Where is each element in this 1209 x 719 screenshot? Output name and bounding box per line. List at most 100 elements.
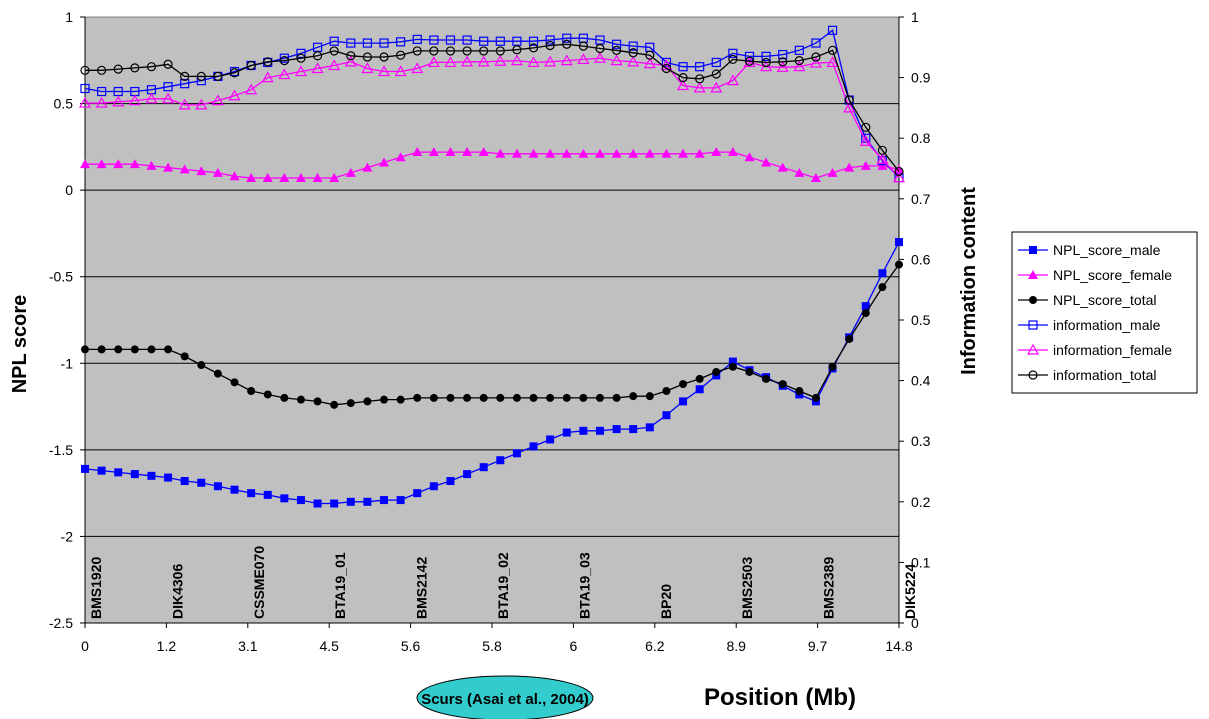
data-point xyxy=(97,345,106,354)
data-point xyxy=(80,65,90,75)
data-point xyxy=(463,470,472,479)
x-tick-label: 9.7 xyxy=(808,638,828,654)
data-point xyxy=(728,54,738,65)
data-point xyxy=(794,167,805,177)
legend-entry: information_male xyxy=(1018,317,1161,333)
x-tick-label: 3.1 xyxy=(238,638,258,654)
data-point xyxy=(828,362,837,371)
data-point xyxy=(777,162,788,172)
plot-area xyxy=(85,17,899,623)
data-point xyxy=(577,53,590,65)
data-point xyxy=(478,147,489,157)
data-point xyxy=(677,79,690,91)
data-point xyxy=(678,148,689,158)
data-point xyxy=(346,497,355,506)
data-point xyxy=(495,148,506,158)
data-point xyxy=(844,162,855,172)
data-point xyxy=(395,152,406,162)
data-point xyxy=(261,71,274,83)
data-point xyxy=(861,302,870,311)
data-point xyxy=(479,46,489,56)
data-point xyxy=(762,374,771,383)
data-point xyxy=(229,171,240,181)
data-point xyxy=(80,159,90,169)
data-point xyxy=(312,51,323,61)
data-point xyxy=(445,147,456,157)
legend-label: information_total xyxy=(1053,367,1157,383)
data-point xyxy=(213,71,223,81)
data-point xyxy=(413,489,422,498)
data-point xyxy=(612,393,621,402)
data-point xyxy=(445,35,456,45)
series-information_male xyxy=(80,25,904,183)
data-point xyxy=(462,147,473,157)
data-point xyxy=(379,157,390,167)
data-point xyxy=(710,81,723,93)
data-point xyxy=(462,46,472,56)
data-point xyxy=(895,260,903,269)
data-point xyxy=(827,167,838,177)
data-point xyxy=(610,54,623,66)
data-point xyxy=(860,160,871,170)
marker-label: BMS2142 xyxy=(414,557,430,619)
gridlines xyxy=(85,103,899,537)
data-point xyxy=(892,171,906,183)
data-point xyxy=(180,79,190,89)
data-point xyxy=(645,50,655,60)
data-point xyxy=(811,38,821,48)
data-point xyxy=(894,166,904,177)
data-point xyxy=(328,59,341,71)
y2-tick-label: 1 xyxy=(911,9,919,25)
data-point xyxy=(296,48,306,58)
data-point xyxy=(363,497,372,506)
data-point xyxy=(662,386,671,395)
data-point xyxy=(162,92,175,104)
data-point xyxy=(678,62,688,72)
x-tick-label: 14.8 xyxy=(885,638,912,654)
data-point xyxy=(312,173,323,183)
data-point xyxy=(561,148,572,158)
data-point xyxy=(594,148,605,158)
data-point xyxy=(562,33,572,43)
data-point xyxy=(694,148,705,158)
data-point xyxy=(793,60,806,72)
y-tick-label: 0 xyxy=(65,182,73,198)
legend-entry: NPL_score_male xyxy=(1018,242,1161,258)
data-point xyxy=(330,400,339,409)
marker-label: BMS2503 xyxy=(739,557,755,619)
data-point xyxy=(446,477,455,486)
data-point xyxy=(612,425,621,434)
data-point xyxy=(479,36,489,46)
data-point xyxy=(445,46,456,56)
x-tick-label: 6 xyxy=(570,638,578,654)
y2-tick-label: 0.6 xyxy=(911,251,931,267)
data-point xyxy=(230,378,239,387)
annotation-ellipse xyxy=(416,675,594,719)
data-point xyxy=(510,54,523,66)
data-point xyxy=(97,65,107,75)
data-point xyxy=(180,71,190,81)
marker-label: BP20 xyxy=(658,584,674,619)
data-point xyxy=(130,63,140,73)
data-point xyxy=(496,456,505,465)
legend-label: NPL_score_total xyxy=(1053,292,1157,308)
data-point xyxy=(827,25,838,35)
x-axis-ticks: 0 1.2 3.1 4.5 5.6 5.8 6 6.2 8.9 9.7 14.8 xyxy=(81,623,913,654)
y-axis-title: NPL score xyxy=(9,295,31,394)
data-point xyxy=(593,51,606,63)
data-point xyxy=(329,36,339,46)
data-point xyxy=(644,148,655,158)
data-point xyxy=(213,482,222,491)
data-point xyxy=(463,393,472,402)
data-point xyxy=(527,56,540,68)
data-point xyxy=(429,393,438,402)
data-point xyxy=(761,51,771,61)
data-point xyxy=(346,399,355,408)
data-point xyxy=(396,395,405,404)
x-tick-label: 0 xyxy=(81,638,89,654)
data-point xyxy=(363,397,372,406)
data-point xyxy=(810,173,821,183)
data-point xyxy=(280,494,289,503)
data-point xyxy=(528,43,539,53)
